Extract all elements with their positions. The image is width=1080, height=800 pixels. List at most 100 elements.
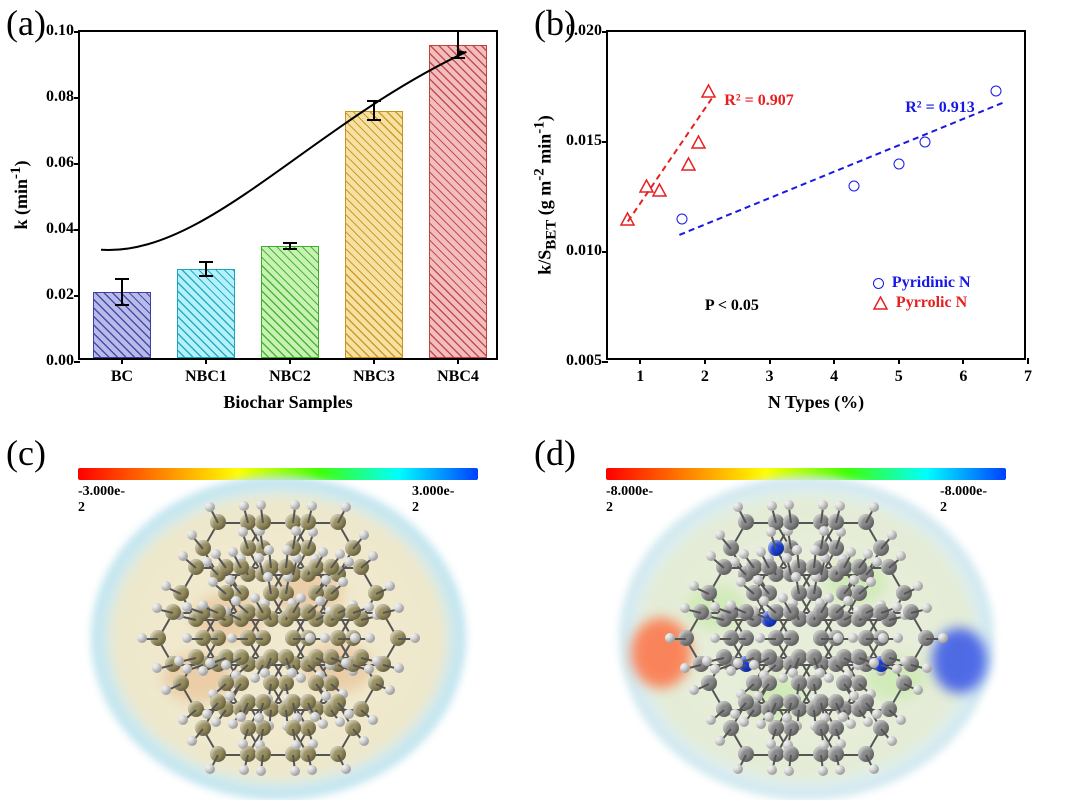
atom-hydrogen xyxy=(913,581,923,591)
panel-a-ytick: 0.08 xyxy=(20,88,80,106)
atom-hydrogen xyxy=(225,575,235,585)
atom-hydrogen xyxy=(291,740,301,750)
panel-b-xtick: 7 xyxy=(1024,358,1032,386)
marker-circle xyxy=(990,86,1001,97)
atom-hydrogen xyxy=(225,691,235,701)
atom-hydrogen xyxy=(182,633,192,643)
atom-hydrogen xyxy=(896,551,906,561)
panel-b-ytick: 0.020 xyxy=(548,22,608,40)
atom-hydrogen xyxy=(385,685,395,695)
atom-hydrogen xyxy=(239,765,249,775)
atom-hydrogen xyxy=(394,663,404,673)
atom-hydrogen xyxy=(815,668,825,678)
atom-hydrogen xyxy=(819,526,829,536)
atom-hydrogen xyxy=(715,530,725,540)
panel-a-trend-curve xyxy=(80,32,500,362)
atom-hydrogen xyxy=(238,527,248,537)
atom-hydrogen xyxy=(733,502,743,512)
atom-hydrogen xyxy=(819,740,829,750)
atom-hydrogen xyxy=(730,709,740,719)
panel-d-colorbar-min: -8.000e-2 xyxy=(606,484,653,516)
atom-hydrogen xyxy=(238,739,248,749)
atom-hydrogen xyxy=(410,633,420,643)
atom-hydrogen xyxy=(227,633,237,643)
atom-hydrogen xyxy=(318,547,328,557)
atom-hydrogen xyxy=(350,633,360,643)
atom-hydrogen xyxy=(178,715,188,725)
panel-b-xtick: 4 xyxy=(830,358,838,386)
atom-hydrogen xyxy=(878,633,888,643)
atom-hydrogen xyxy=(290,766,300,776)
panel-c-label: (c) xyxy=(6,432,46,474)
atom-hydrogen xyxy=(211,549,221,559)
atom-hydrogen xyxy=(866,577,876,587)
atom-hydrogen xyxy=(843,596,853,606)
atom-hydrogen xyxy=(756,547,766,557)
panel-a-ytick: 0.10 xyxy=(20,22,80,40)
atom-hydrogen xyxy=(182,602,192,612)
atom-hydrogen xyxy=(782,713,792,723)
atom-hydrogen xyxy=(680,603,690,613)
atom-hydrogen xyxy=(833,633,843,643)
legend-pyrrolic-n: Pyrrolic N xyxy=(873,294,967,312)
panel-b-xtick: 5 xyxy=(895,358,903,386)
atom-hydrogen xyxy=(835,765,845,775)
atom-hydrogen xyxy=(872,709,882,719)
atom-hydrogen xyxy=(835,501,845,511)
atom-hydrogen xyxy=(665,633,675,643)
panel-b-xtick: 3 xyxy=(766,358,774,386)
panel-a-xtick: BC xyxy=(111,358,133,386)
atom-hydrogen xyxy=(759,596,769,606)
atom-hydrogen xyxy=(680,663,690,673)
atom-hydrogen xyxy=(922,663,932,673)
atom-hydrogen xyxy=(887,530,897,540)
atom-hydrogen xyxy=(256,766,266,776)
panel-b-xtick: 2 xyxy=(701,358,709,386)
atom-hydrogen xyxy=(778,673,788,683)
atom-hydrogen xyxy=(913,685,923,695)
atom-hydrogen xyxy=(849,575,859,585)
atom-hydrogen xyxy=(254,553,264,563)
atom-hydrogen xyxy=(211,717,221,727)
atom-hydrogen xyxy=(755,633,765,643)
atom-hydrogen xyxy=(368,715,378,725)
atom-hydrogen xyxy=(869,502,879,512)
atom-hydrogen xyxy=(335,717,345,727)
atom-hydrogen xyxy=(307,501,317,511)
atom-hydrogen xyxy=(359,530,369,540)
atom-hydrogen xyxy=(784,500,794,510)
atom-hydrogen xyxy=(187,736,197,746)
panel-b-ytick: 0.005 xyxy=(548,352,608,370)
panel-b-xlabel: N Types (%) xyxy=(606,392,1026,413)
marker-circle xyxy=(677,214,688,225)
atom-hydrogen xyxy=(365,633,375,643)
atom-hydrogen xyxy=(846,719,856,729)
atom-hydrogen xyxy=(810,545,820,555)
atom-hydrogen xyxy=(706,551,716,561)
atom-hydrogen xyxy=(869,764,879,774)
atom-hydrogen xyxy=(335,549,345,559)
atom-hydrogen xyxy=(710,664,720,674)
atom-hydrogen xyxy=(922,603,932,613)
atom-hydrogen xyxy=(900,656,910,666)
atom-hydrogen xyxy=(187,530,197,540)
atom-hydrogen xyxy=(739,717,749,727)
atom-hydrogen xyxy=(320,633,330,643)
atom-hydrogen xyxy=(178,551,188,561)
atom-hydrogen xyxy=(863,549,873,559)
atom-hydrogen xyxy=(341,658,351,668)
atom-hydrogen xyxy=(394,603,404,613)
atom-hydrogen xyxy=(307,765,317,775)
panel-d-label: (d) xyxy=(534,432,576,474)
r2-label-pyrrolic-n: R² = 0.907 xyxy=(724,92,793,110)
atom-hydrogen xyxy=(767,501,777,511)
atom-hydrogen xyxy=(161,581,171,591)
panel-a-plotarea: 0.000.020.040.060.080.10BCNBC1NBC2NBC3NB… xyxy=(78,30,498,360)
atom-hydrogen xyxy=(887,736,897,746)
panel-a-xtick: NBC2 xyxy=(269,358,311,386)
atom-hydrogen xyxy=(161,685,171,695)
atom-hydrogen xyxy=(231,596,241,606)
panel-a-ytick: 0.02 xyxy=(20,286,80,304)
atom-hydrogen xyxy=(892,602,902,612)
marker-circle xyxy=(848,181,859,192)
